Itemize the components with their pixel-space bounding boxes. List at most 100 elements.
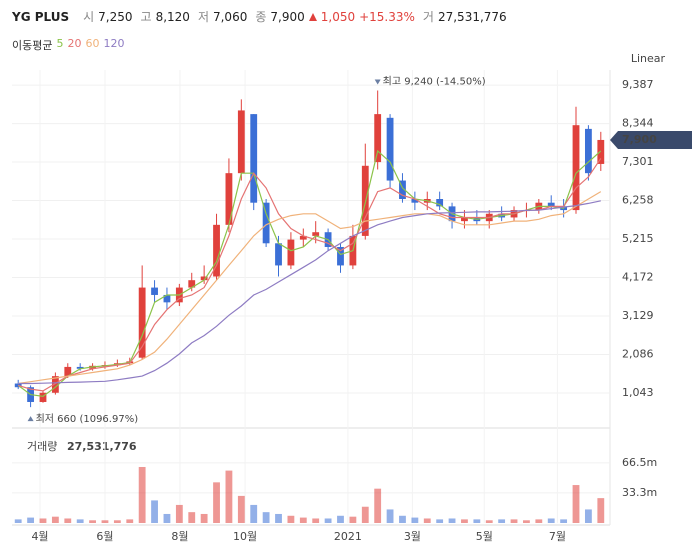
y-tick-label: 5,215 [622,232,654,245]
candle-body [275,243,282,266]
volume-bar [89,520,96,523]
moving-average-line [18,200,601,385]
volume-bar [461,519,468,523]
volume-bar [287,515,295,523]
candle-body [584,128,592,174]
x-tick-label: 4월 [31,530,48,543]
volume-bar [448,518,456,523]
y-tick-label: 4,172 [622,271,654,284]
candle-body [151,287,158,295]
candle-body [312,232,320,236]
y-tick-label: 1,043 [622,386,654,399]
x-tick-label: 8월 [171,530,188,543]
volume-bar [510,519,518,523]
candle-body [213,224,220,277]
volume-bar [560,519,568,523]
low-price: 7,060 [212,9,248,24]
volume-bar [262,512,270,523]
candle-body [250,114,258,203]
volume-bar [225,470,233,523]
candle-body [200,276,208,281]
candle-body [188,280,196,288]
scale-label[interactable]: Linear [631,52,666,65]
ma-title: 이동평균 [12,39,53,52]
y-tick-label: 66.5m [622,456,657,469]
volume-bar [151,500,158,523]
candle-body [163,294,171,303]
volume-bar [299,517,307,523]
x-tick-label: 7월 [549,530,566,543]
close-label: 종 [255,10,267,24]
volume-bar [386,509,394,523]
y-tick-label: 9,387 [622,78,654,91]
volume-title: 거래량 [27,440,57,453]
low-label: 저 [197,10,209,24]
quote-header: YG PLUS 시 7,250 고 8,120 저 7,060 종 7,900 … [12,8,507,25]
candle-body [411,199,419,203]
candle-body [399,180,406,200]
volume-bar [126,519,134,523]
ma-legend-item: 20 [67,37,82,50]
ma-legend: 이동평균 5 20 60 120 [12,37,124,53]
volume-bar [138,466,146,523]
volume-bar [312,518,320,523]
high-label: 고 [140,10,152,24]
volume-bar [399,515,406,523]
moving-average-line [17,149,602,398]
volume-bar [39,518,47,523]
ma-legend-item: 120 [103,37,125,50]
price-tag-label: 7,900 [622,133,657,146]
candle-body [39,392,47,402]
volume-bar [485,520,493,523]
close-price: 7,900 [270,9,305,24]
price-tag [610,130,692,149]
volume-label: 거 [422,10,434,24]
volume-bar [51,516,59,523]
moving-average-line [18,158,602,392]
volume-bar [436,519,444,523]
volume-bar [76,519,84,523]
candle-body [51,376,59,393]
y-tick-label: 2,086 [622,348,654,361]
candle-body [64,366,72,377]
candle-body [237,110,245,174]
volume-bar [27,517,35,523]
ma-legend-item: 60 [85,37,100,50]
volume-bar [324,518,332,523]
candle-body [76,366,84,369]
change-pct: +15.33% [359,9,415,24]
y-tick-label: 8,344 [622,117,654,130]
volume-bar [597,498,605,523]
volume-bar [473,519,481,523]
open-price: 7,250 [98,9,133,24]
high-marker [374,79,381,85]
low-marker [27,416,34,422]
volume-bar [535,519,543,523]
y-tick-label: 33.3m [622,486,657,499]
candle-body [436,199,444,207]
candle-body [14,383,22,388]
high-annotation: 최고 9,240 (-14.50%) [383,76,486,88]
volume: 27,531,776 [437,9,507,24]
x-tick-label: 6월 [96,530,113,543]
open-label: 시 [83,10,95,24]
x-tick-label: 10월 [233,530,257,543]
volume-bar [572,485,580,523]
volume-bar [163,513,171,523]
up-arrow [308,12,317,21]
volume-bar [113,520,121,523]
volume-bar [188,512,196,523]
volume-bar [337,515,344,523]
low-annotation: 최저 660 (1096.97%) [36,413,139,425]
volume-bar [423,518,431,523]
candle-body [337,246,344,266]
volume-bar [237,495,245,523]
y-tick-label: 7,301 [622,155,654,168]
volume-bar [250,504,258,523]
volume-bar [213,482,220,523]
candle-body [547,202,555,207]
candle-body [225,173,233,225]
volume-bar [584,509,592,523]
